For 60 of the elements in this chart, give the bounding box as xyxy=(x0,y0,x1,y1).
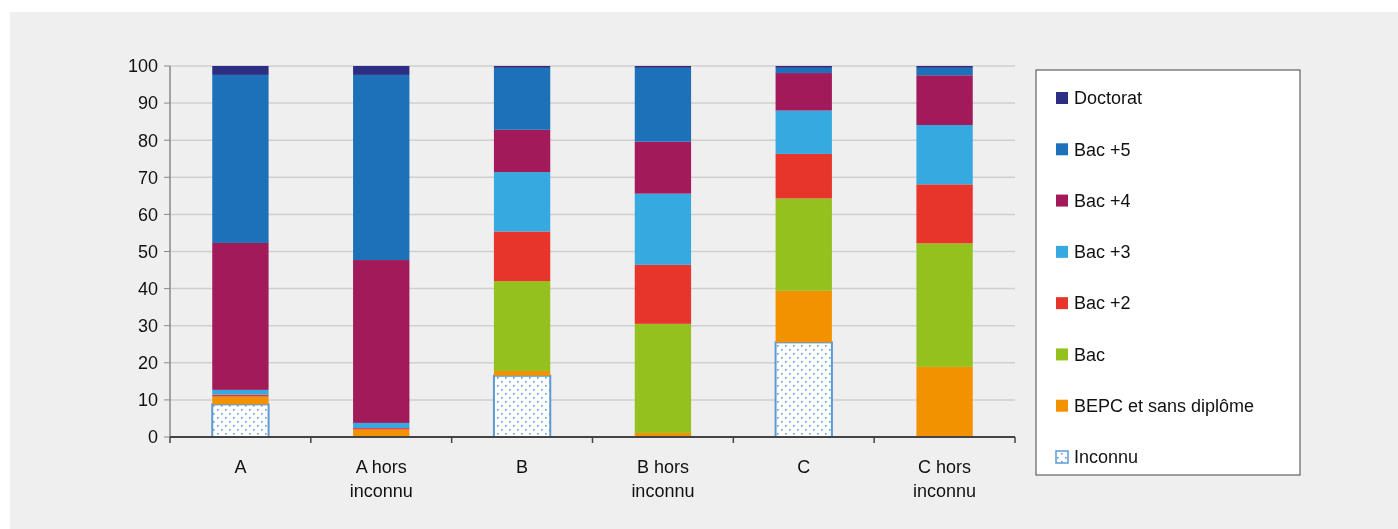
bar xyxy=(775,198,832,291)
bar xyxy=(353,74,410,261)
y-tick-label: 50 xyxy=(137,241,158,262)
legend-label: Bac +3 xyxy=(1074,242,1131,263)
bar xyxy=(916,366,973,437)
bar xyxy=(353,260,410,423)
bar xyxy=(493,281,551,371)
bar xyxy=(493,172,551,232)
legend-label: Bac +4 xyxy=(1074,190,1131,211)
bar xyxy=(916,243,973,367)
x-tick-label: A hors inconnu xyxy=(349,457,413,501)
bar xyxy=(493,129,551,173)
bar xyxy=(634,193,692,265)
bar xyxy=(634,141,692,194)
x-tick-label: A xyxy=(234,457,247,477)
legend-label: Inconnu xyxy=(1074,447,1139,468)
legend-label: Doctorat xyxy=(1074,88,1143,109)
bar xyxy=(493,67,551,130)
y-tick-label: 30 xyxy=(137,316,158,336)
y-tick-label: 60 xyxy=(137,204,158,225)
bar xyxy=(916,67,973,76)
y-tick-label: 20 xyxy=(137,353,158,374)
y-tick-label: 40 xyxy=(137,278,158,299)
bar xyxy=(212,389,269,395)
y-tick-label: 90 xyxy=(137,93,158,114)
bar xyxy=(353,422,410,429)
x-tick-label: C xyxy=(797,457,811,477)
bar xyxy=(634,67,692,142)
bar xyxy=(775,110,832,154)
bar xyxy=(212,242,269,390)
y-tick-label: 10 xyxy=(137,390,158,411)
bar xyxy=(212,396,269,405)
bar xyxy=(212,74,269,243)
bar xyxy=(916,75,973,125)
bar xyxy=(634,323,692,433)
legend-label: BEPC et sans diplôme xyxy=(1074,396,1255,417)
bar xyxy=(493,370,551,376)
bar xyxy=(774,341,833,438)
x-tick-label: C hors inconnu xyxy=(913,457,977,501)
legend-label: Bac xyxy=(1074,344,1106,365)
legend-label: Bac +2 xyxy=(1074,293,1131,314)
bar xyxy=(916,124,973,185)
bar xyxy=(212,66,269,75)
bar xyxy=(492,374,552,438)
bar xyxy=(775,73,832,111)
y-tick-label: 70 xyxy=(137,167,158,188)
bar xyxy=(634,264,692,324)
bar xyxy=(353,66,410,75)
bar xyxy=(211,403,270,438)
x-tick-label: B hors inconnu xyxy=(631,457,695,501)
bar xyxy=(775,290,832,343)
bar xyxy=(775,67,832,74)
y-tick-label: 0 xyxy=(147,427,158,448)
bar xyxy=(775,153,832,199)
x-tick-label: B xyxy=(516,457,529,477)
y-tick-label: 100 xyxy=(127,56,158,77)
y-tick-label: 80 xyxy=(137,130,158,151)
bar xyxy=(916,184,973,244)
bar xyxy=(493,231,551,282)
legend-label: Bac +5 xyxy=(1074,139,1131,160)
